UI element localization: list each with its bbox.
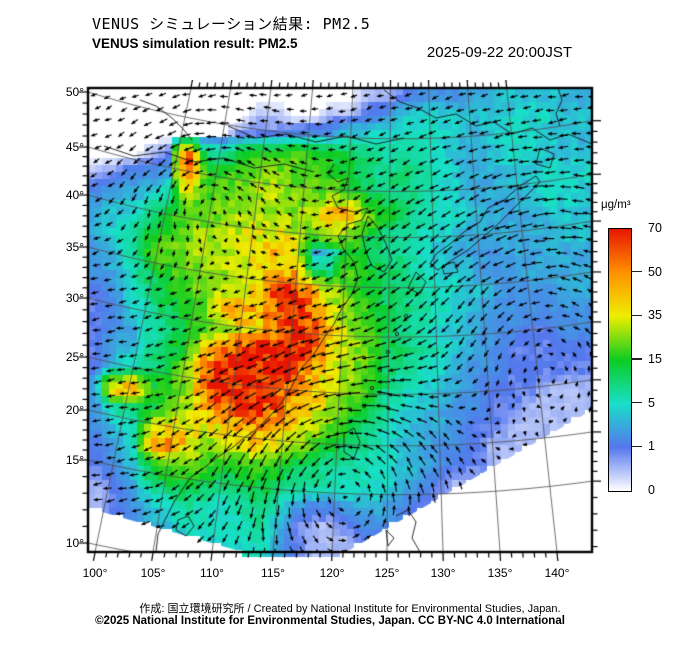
lon-axis-label: 100° xyxy=(82,566,108,580)
lon-axis-label: 130° xyxy=(430,566,456,580)
lon-axis-label: 115° xyxy=(261,566,285,580)
lat-axis-label: 10° xyxy=(65,536,84,550)
lat-axis-label: 25° xyxy=(65,350,84,364)
lon-axis-label: 110° xyxy=(200,566,224,580)
colorbar-unit-label: μg/m³ xyxy=(601,199,631,211)
page-title-japanese: VENUS シミュレーション結果: PM2.5 xyxy=(92,15,371,33)
lat-axis-label: 40° xyxy=(65,188,84,202)
pm25-simulation-map xyxy=(76,80,604,566)
colorbar-tick-label: 70 xyxy=(648,221,662,235)
colorbar-tick-label: 50 xyxy=(648,264,662,279)
copyright-line: ©2025 National Institute for Environment… xyxy=(95,615,565,627)
lon-axis-label: 120° xyxy=(319,566,345,580)
lon-axis-label: 135° xyxy=(487,566,513,580)
lat-axis-label: 50° xyxy=(65,85,84,99)
colorbar-tick-mark xyxy=(631,270,642,273)
colorbar-tick-mark xyxy=(631,445,642,448)
lat-axis-label: 35° xyxy=(65,240,84,254)
colorbar-tick-label: 1 xyxy=(648,439,655,454)
lat-axis-label: 45° xyxy=(65,140,84,154)
colorbar-tick-label: 35 xyxy=(648,308,662,323)
colorbar-tick-mark xyxy=(631,358,642,360)
lat-axis-label: 30° xyxy=(65,291,84,305)
colorbar-tick-label: 15 xyxy=(648,352,662,366)
lat-axis-label: 15° xyxy=(65,453,84,467)
lon-axis-label: 125° xyxy=(374,566,400,580)
colorbar-tick-mark xyxy=(631,401,642,404)
attribution-line: 作成: 国立環境研究所 / Created by National Instit… xyxy=(139,603,561,615)
colorbar-tick-label: 0 xyxy=(648,483,655,497)
lon-axis-label: 105° xyxy=(140,566,166,580)
page-title-english: VENUS simulation result: PM2.5 xyxy=(92,36,298,51)
lon-axis-label: 140° xyxy=(544,566,570,580)
lat-axis-label: 20° xyxy=(65,403,84,417)
forecast-timestamp: 2025-09-22 20:00JST xyxy=(426,44,572,61)
colorbar-tick-mark xyxy=(631,314,642,317)
colorbar-tick-label: 5 xyxy=(648,395,655,410)
pm25-colorbar xyxy=(608,228,632,492)
